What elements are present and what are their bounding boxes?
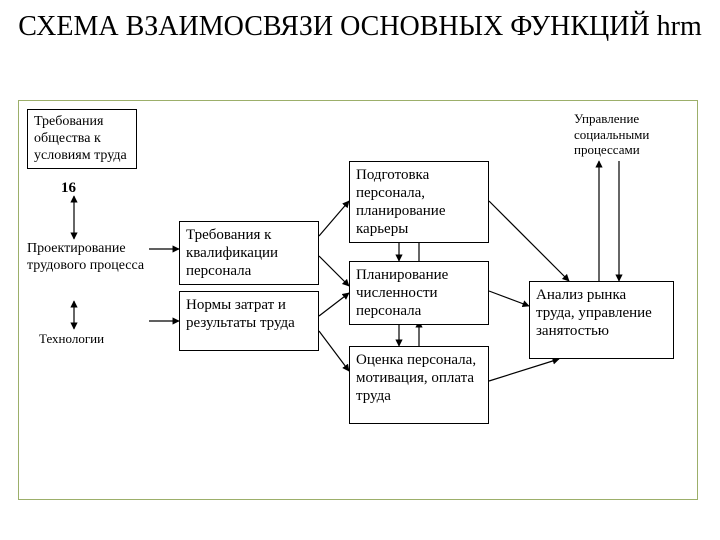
node-n_req_society: Требования общества к условиям труда	[27, 109, 137, 169]
page-title: СХЕМА ВЗАИМОСВЯЗИ ОСНОВНЫХ ФУНКЦИЙ hrm	[0, 0, 720, 44]
node-n_design: Проектирование трудового процесса	[27, 241, 147, 301]
diagram-frame: Требования общества к условиям труда 16 Пр…	[18, 100, 698, 500]
node-n_qual: Требования к квалификации персонала	[179, 221, 319, 285]
arrow-a12	[489, 291, 529, 306]
arrow-a6	[319, 256, 349, 286]
arrow-a7	[319, 293, 349, 316]
arrow-a13	[489, 359, 559, 381]
node-n_social: Управление социальными процессами	[574, 111, 694, 166]
node-n_norms: Нормы затрат и результаты труда	[179, 291, 319, 351]
node-n_plan: Планирование численности персонала	[349, 261, 489, 325]
node-n_market: Анализ рынка труда, управление занятость…	[529, 281, 674, 359]
node-n_prep: Подготовка персонала, планирование карье…	[349, 161, 489, 243]
node-n_badge: 16	[61, 179, 101, 199]
arrow-a8	[319, 331, 349, 371]
node-n_eval: Оценка персонала, мотивация, оплата труд…	[349, 346, 489, 424]
node-n_tech: Технологии	[39, 331, 139, 351]
arrow-a11	[489, 201, 569, 281]
arrow-a5	[319, 201, 349, 236]
